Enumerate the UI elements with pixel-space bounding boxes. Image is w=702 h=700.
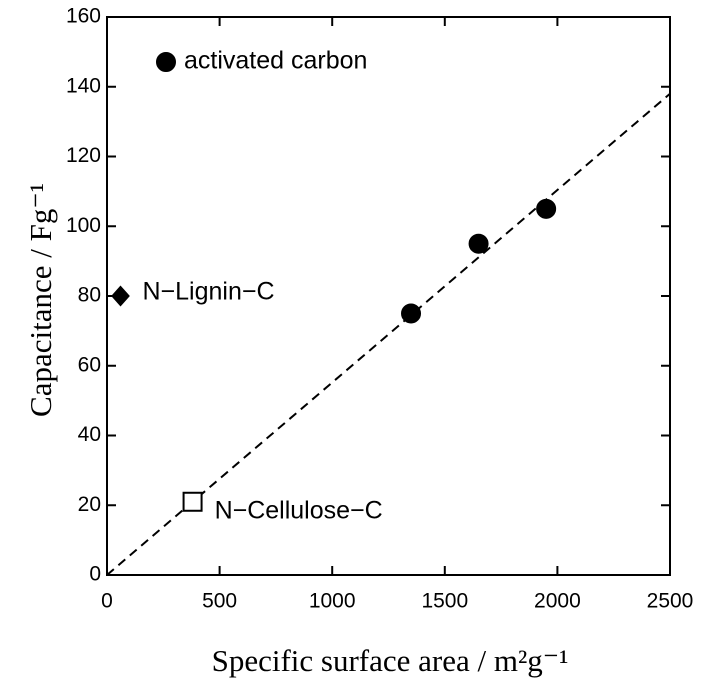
y-tick-label: 60 [78,353,101,376]
x-tick-label: 500 [202,590,237,613]
x-tick-label: 0 [101,590,113,613]
x-tick-label: 1500 [421,590,468,613]
point-label: N−Cellulose−C [215,496,383,524]
point-label: N−Lignin−C [143,278,275,306]
marker [182,491,203,512]
marker [156,52,176,72]
marker [536,198,557,219]
y-tick-label: 100 [66,214,101,237]
y-tick-label: 80 [78,284,101,307]
y-tick-label: 40 [78,423,101,446]
y-tick-label: 0 [89,563,101,586]
legend-label: activated carbon [184,47,367,75]
x-axis-label: Specific surface area / m²g⁻¹ [212,643,569,678]
x-tick-label: 2000 [534,590,581,613]
x-tick-label: 1000 [309,590,356,613]
marker [401,303,422,324]
y-tick-label: 120 [66,144,101,167]
y-tick-label: 160 [66,5,101,28]
y-axis-label: Capacitance / Fg⁻¹ [23,183,58,417]
y-tick-label: 20 [78,493,101,516]
marker [111,285,130,307]
x-tick-label: 2500 [647,590,694,613]
y-tick-label: 140 [66,74,101,97]
marker [468,233,489,254]
